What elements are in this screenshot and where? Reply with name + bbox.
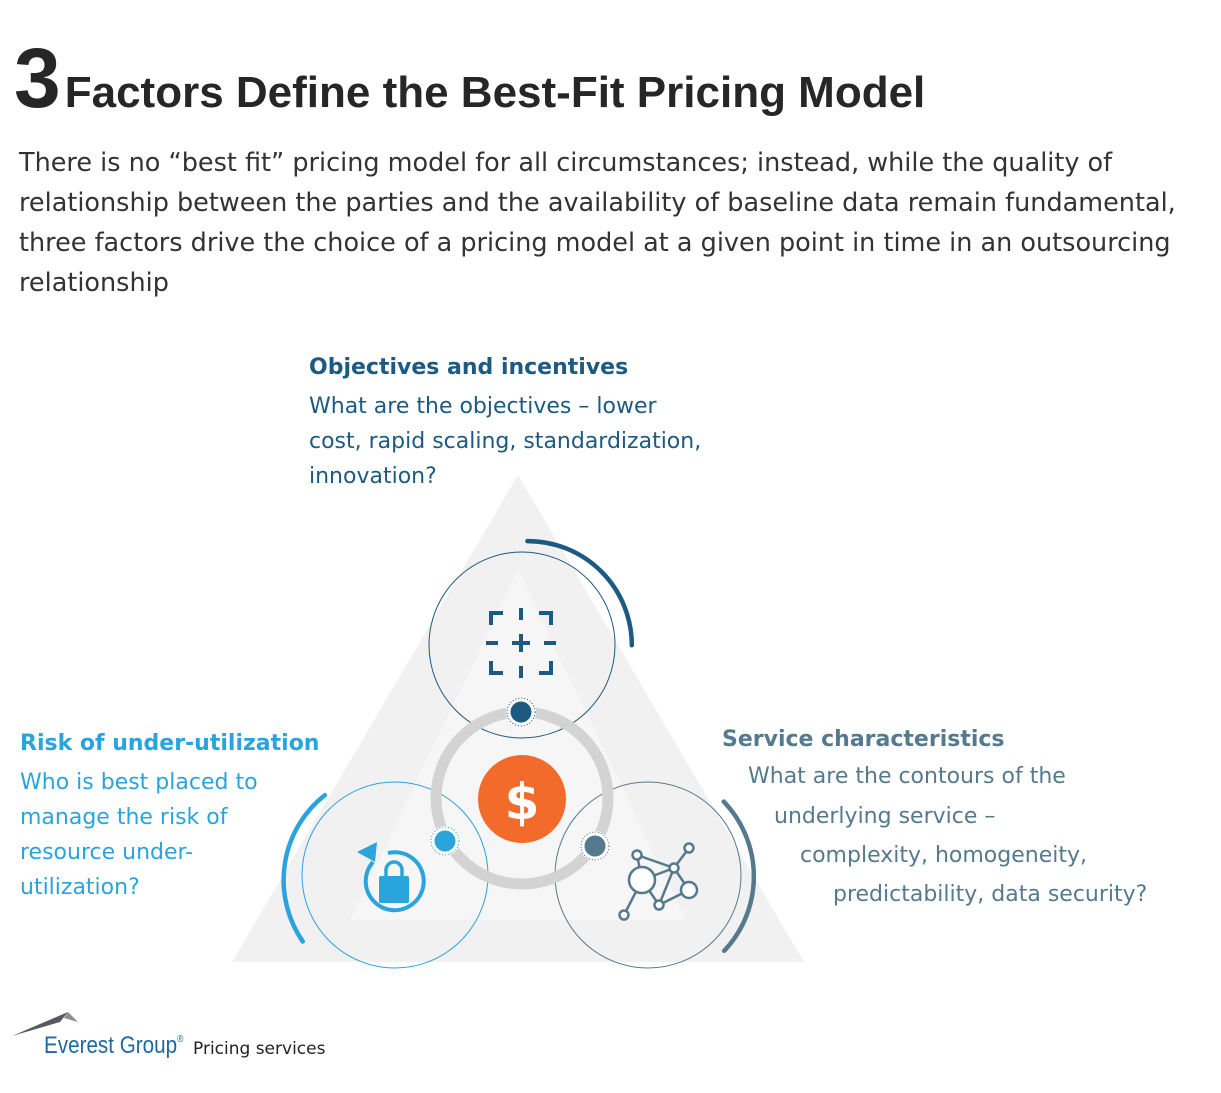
everest-mountain-logo-icon [12,1012,78,1036]
network-nodes-icon [618,842,699,921]
service-description-line-2: underlying service – [774,804,996,829]
objectives-description-line-3: innovation? [309,464,437,489]
risk-description-line-2: manage the risk of [20,805,228,830]
service-connector-dot [580,831,610,861]
brand-footer: Everest Group® Pricing services [12,1008,352,1068]
objectives-description-line-2: cost, rapid scaling, standardization, [309,429,702,454]
service-arc [721,799,757,954]
risk-arc [281,792,328,944]
dollar-coin-icon: $ [478,755,566,843]
undo-lock-icon [357,842,426,913]
title-number: 3 [14,31,61,125]
service-description-line-3: complexity, homogeneity, [800,843,1087,868]
service-title: Service characteristics [722,727,1005,752]
risk-description-line-3: resource under- [20,840,194,865]
dollar-symbol: $ [505,773,540,831]
objectives-description-line-1: What are the objectives – lower [309,394,657,419]
risk-description-line-1: Who is best placed to [20,770,258,795]
brand-name: Everest Group® [44,1032,184,1059]
title-text: Factors Define the Best-Fit Pricing Mode… [64,68,926,117]
objectives-connector-dot [506,697,536,727]
service-description-line-4: predictability, data security? [833,882,1148,907]
objectives-title: Objectives and incentives [309,355,629,380]
brand-tagline: Pricing services [193,1039,326,1059]
intro-paragraph: There is no “best fit” pricing model for… [19,148,1176,298]
risk-connector-dot [430,826,460,856]
focus-plus-icon [486,608,556,678]
page-title: 3 Factors Define the Best-Fit Pricing Mo… [14,36,925,126]
service-description-line-1: What are the contours of the [748,764,1066,789]
risk-description-line-4: utilization? [20,875,140,900]
registered-mark: ® [177,1034,184,1045]
objectives-circle [428,551,616,739]
risk-title: Risk of under-utilization [20,731,320,756]
objectives-arc [525,538,635,648]
